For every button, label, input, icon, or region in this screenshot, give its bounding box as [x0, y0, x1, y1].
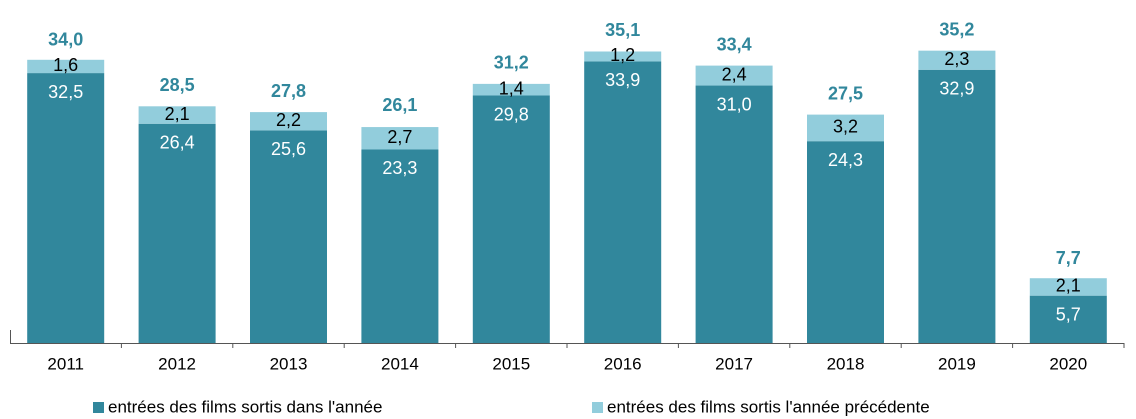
x-tick-label: 2014 — [381, 354, 419, 373]
value-label: 25,6 — [271, 139, 306, 159]
bar-segment — [807, 141, 884, 343]
bar-segment — [27, 59, 105, 74]
x-tick-label: 2012 — [158, 354, 196, 373]
total-label: 33,4 — [717, 34, 752, 54]
x-tick-label: 2016 — [604, 354, 642, 373]
x-tick-label: 2013 — [270, 354, 308, 373]
bar-segment — [138, 106, 216, 124]
value-label: 1,4 — [499, 78, 524, 98]
bar-segment — [584, 61, 662, 343]
bar-segment — [1029, 278, 1107, 296]
bar-segment — [361, 149, 439, 343]
bar-segment — [472, 83, 550, 96]
value-label: 26,4 — [160, 132, 195, 152]
value-label: 2,3 — [944, 49, 969, 69]
value-label: 32,5 — [48, 82, 83, 102]
x-tick-label: 2019 — [938, 354, 976, 373]
value-label: 2,7 — [387, 127, 412, 147]
total-label: 31,2 — [494, 53, 529, 73]
legend-label: entrées des films sortis l'année précéde… — [607, 397, 930, 416]
legend-label: entrées des films sortis dans l'année — [108, 397, 382, 416]
value-label: 33,9 — [605, 70, 640, 90]
bar-segment — [807, 114, 884, 142]
bar-segment — [918, 69, 996, 344]
value-label: 2,4 — [722, 64, 747, 84]
total-label: 35,2 — [939, 19, 974, 39]
x-tick-label: 2018 — [827, 354, 865, 373]
bar-segment — [695, 65, 773, 86]
value-label: 24,3 — [828, 150, 863, 170]
value-label: 2,1 — [165, 104, 190, 124]
total-label: 28,5 — [160, 75, 195, 95]
total-label: 35,1 — [605, 20, 640, 40]
value-label: 32,9 — [939, 79, 974, 99]
total-label: 34,0 — [48, 29, 83, 49]
x-tick-label: 2015 — [492, 354, 530, 373]
bar-segment — [138, 123, 216, 344]
bar-segment — [361, 127, 439, 150]
bar-segment — [472, 95, 550, 343]
legend-swatch — [592, 402, 603, 413]
bar-segment — [695, 85, 773, 344]
bar-segment — [1029, 295, 1107, 343]
value-label: 2,2 — [276, 110, 301, 130]
total-label: 26,1 — [382, 95, 417, 115]
bar-segment — [584, 51, 662, 62]
value-label: 23,3 — [382, 158, 417, 178]
value-label: 1,2 — [610, 45, 635, 65]
total-label: 7,7 — [1056, 248, 1081, 268]
legend-swatch — [93, 402, 104, 413]
bar-segment — [250, 112, 327, 131]
value-label: 2,1 — [1056, 276, 1081, 296]
bar-segment — [250, 130, 327, 343]
total-label: 27,5 — [828, 83, 863, 103]
x-tick-label: 2017 — [715, 354, 753, 373]
value-label: 3,2 — [833, 117, 858, 137]
total-label: 27,8 — [271, 81, 306, 101]
bar-segment — [27, 73, 105, 343]
x-tick-label: 2011 — [47, 354, 84, 373]
value-label: 1,6 — [53, 55, 78, 75]
value-label: 29,8 — [494, 104, 529, 124]
bar-segment — [918, 50, 996, 70]
value-label: 5,7 — [1056, 304, 1081, 324]
value-label: 31,0 — [717, 94, 752, 114]
x-tick-label: 2020 — [1049, 354, 1087, 373]
